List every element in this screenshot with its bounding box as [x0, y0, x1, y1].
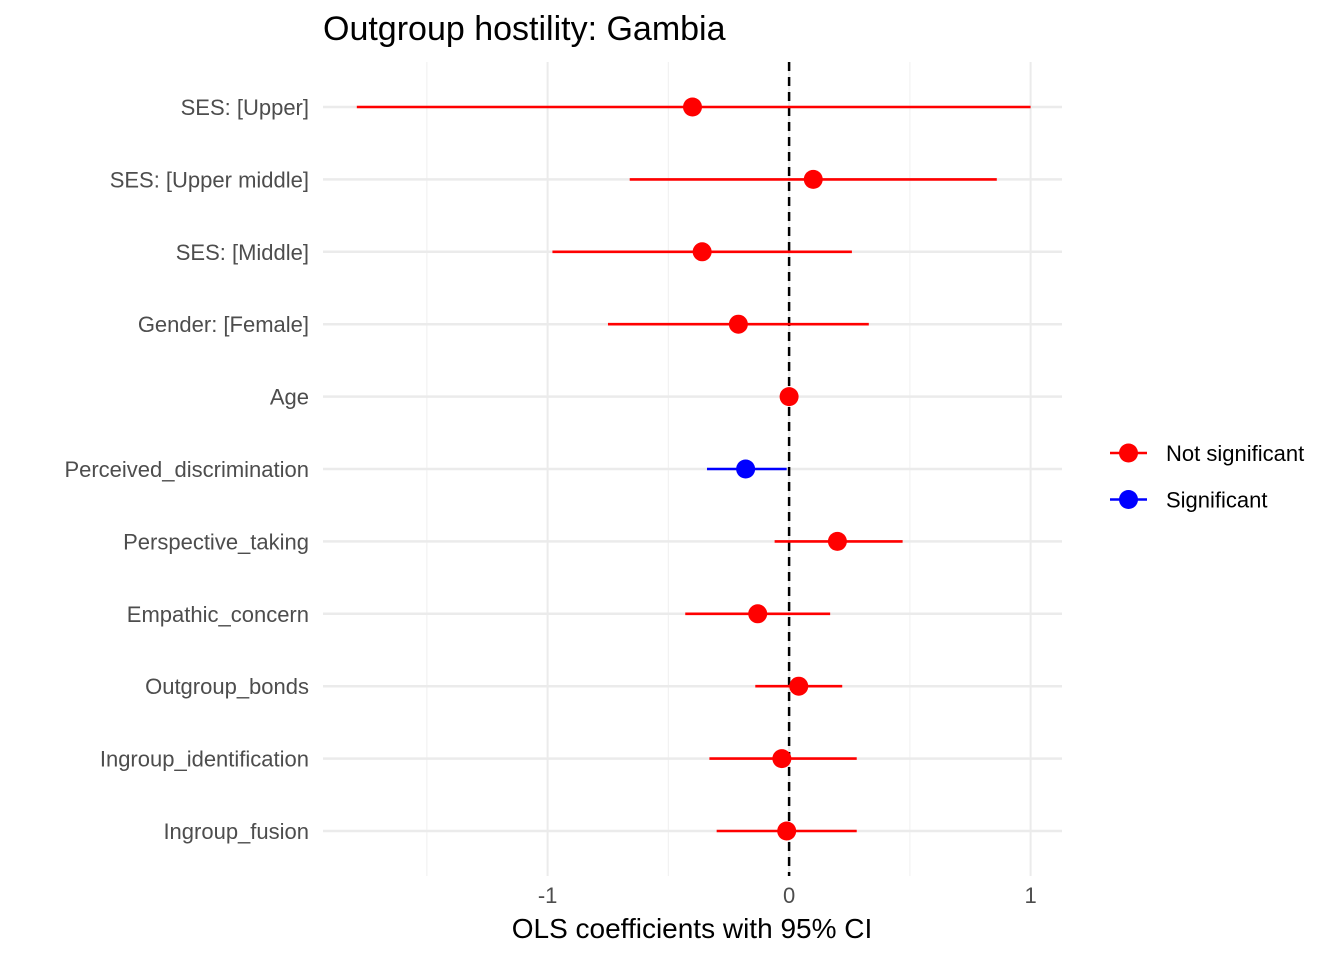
y-tick-label: SES: [Upper middle]	[110, 167, 309, 192]
y-tick-label: Outgroup_bonds	[145, 674, 309, 699]
y-tick-label: SES: [Upper]	[181, 95, 309, 120]
y-axis-labels: SES: [Upper] SES: [Upper middle] SES: [Mid…	[64, 95, 309, 844]
x-tick-label: 1	[1024, 883, 1036, 908]
y-tick-label: Perspective_taking	[123, 529, 309, 554]
estimate-point	[692, 242, 712, 262]
legend-label: Significant	[1166, 488, 1268, 513]
y-tick-label: Ingroup_identification	[100, 747, 309, 772]
legend-key-point	[1119, 443, 1138, 463]
marks-layer	[356, 97, 1031, 841]
x-tick-label: 0	[783, 883, 795, 908]
estimate-point	[779, 387, 799, 407]
estimate-point	[683, 97, 702, 117]
x-axis-ticks: -1 0 1	[538, 883, 1037, 908]
legend: Not significant Significant	[1110, 441, 1304, 513]
grid-layer	[323, 62, 1062, 876]
y-tick-label: Age	[270, 385, 309, 410]
y-tick-label: Gender: [Female]	[138, 312, 309, 337]
estimate-point	[772, 749, 792, 769]
x-axis-title: OLS coefficients with 95% CI	[512, 913, 873, 944]
estimate-point	[803, 169, 823, 189]
y-tick-label: Empathic_concern	[127, 602, 309, 627]
legend-label: Not significant	[1166, 441, 1304, 466]
estimate-point	[736, 459, 756, 479]
estimate-point	[728, 314, 748, 334]
y-tick-label: Perceived_discrimination	[64, 457, 309, 482]
estimate-point	[827, 531, 847, 551]
estimate-point	[789, 676, 809, 696]
estimate-point	[777, 821, 797, 841]
y-tick-label: Ingroup_fusion	[163, 819, 309, 844]
estimate-point	[748, 604, 768, 624]
chart-title: Outgroup hostility: Gambia	[323, 10, 726, 48]
x-tick-label: -1	[538, 883, 558, 908]
y-tick-label: SES: [Middle]	[176, 240, 309, 265]
legend-key-point	[1119, 490, 1138, 509]
